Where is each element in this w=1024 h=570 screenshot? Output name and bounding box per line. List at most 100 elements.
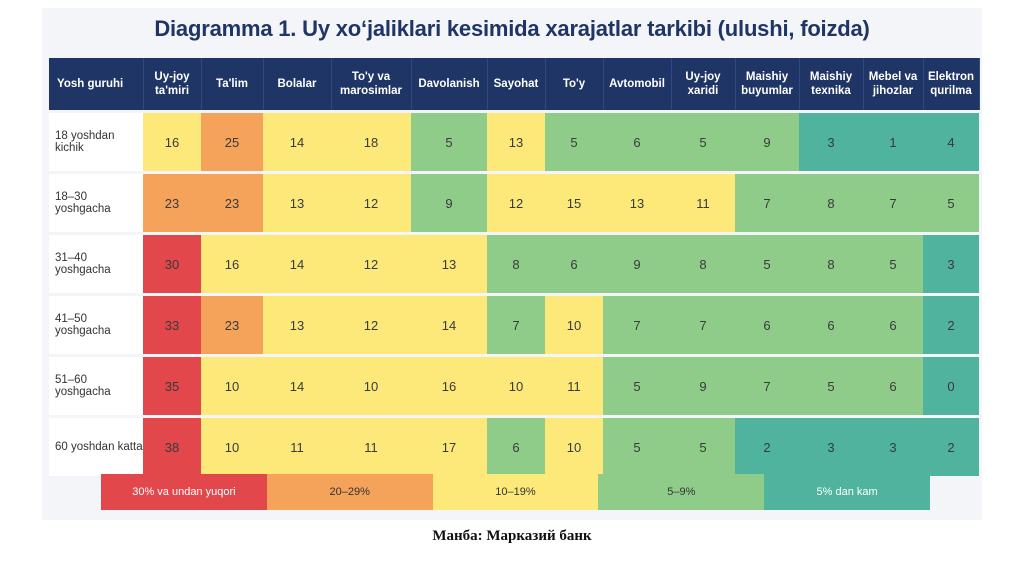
heatmap-cell: 12 bbox=[487, 171, 545, 234]
heatmap-cell: 1 bbox=[863, 110, 923, 173]
heatmap-cell: 17 bbox=[411, 415, 487, 476]
heatmap-cell: 7 bbox=[671, 293, 735, 356]
heatmap-cell: 5 bbox=[411, 110, 487, 173]
heatmap-cell: 25 bbox=[201, 110, 263, 173]
heatmap-cell: 13 bbox=[411, 232, 487, 295]
column-header: Bolalar bbox=[263, 58, 332, 112]
row-label: 60 yoshdan katta bbox=[49, 415, 143, 476]
column-header: Davolanish bbox=[411, 58, 488, 112]
column-header: Elektron qurilma bbox=[923, 58, 980, 112]
heatmap-cell: 16 bbox=[411, 354, 487, 417]
heatmap-cell: 12 bbox=[331, 171, 411, 234]
row-label: 18–30 yoshgacha bbox=[49, 171, 143, 234]
heatmap-cell: 9 bbox=[603, 232, 671, 295]
heatmap-cell: 11 bbox=[331, 415, 411, 476]
heatmap-cell: 2 bbox=[923, 415, 979, 476]
heatmap-cell: 3 bbox=[863, 415, 923, 476]
heatmap-cell: 6 bbox=[487, 415, 545, 476]
table-row: 31–40 yoshgacha 30 16 14 12 13 8 6 9 8 5 8 5 3 bbox=[49, 232, 979, 295]
column-header: Uy-joy ta'miri bbox=[143, 58, 202, 112]
heatmap-cell: 16 bbox=[201, 232, 263, 295]
heatmap-cell: 11 bbox=[263, 415, 331, 476]
heatmap-cell: 9 bbox=[735, 110, 799, 173]
source-note: Манба: Марказий банк bbox=[432, 528, 592, 544]
heatmap-cell: 10 bbox=[201, 415, 263, 476]
heatmap-cell: 23 bbox=[201, 293, 263, 356]
heatmap-cell: 10 bbox=[545, 415, 603, 476]
table-row: 41–50 yoshgacha 33 23 13 12 14 7 10 7 7 6 6 6 2 bbox=[49, 293, 979, 356]
heatmap-cell: 5 bbox=[671, 415, 735, 476]
heatmap-cell: 10 bbox=[331, 354, 411, 417]
legend-item: 5–9% bbox=[598, 474, 765, 510]
column-header-top: Davolanish bbox=[418, 78, 480, 90]
heatmap-cell: 14 bbox=[263, 110, 331, 173]
row-label: 31–40 yoshgacha bbox=[49, 232, 143, 295]
heatmap-cell: 3 bbox=[923, 232, 979, 295]
legend-item: 30% va undan yuqori bbox=[101, 474, 267, 510]
heatmap-cell: 10 bbox=[487, 354, 545, 417]
heatmap-cell: 6 bbox=[545, 232, 603, 295]
heatmap-cell: 8 bbox=[671, 232, 735, 295]
heatmap-cell: 7 bbox=[487, 293, 545, 356]
column-header: To'y va marosimlar bbox=[331, 58, 412, 112]
column-header: Ta'lim bbox=[201, 58, 264, 112]
heatmap-cell: 7 bbox=[863, 171, 923, 234]
column-header-bottom: qurilma bbox=[930, 85, 972, 97]
heatmap-cell: 7 bbox=[603, 293, 671, 356]
heatmap-cell: 12 bbox=[331, 293, 411, 356]
legend-item: 20–29% bbox=[266, 474, 433, 510]
heatmap-cell: 11 bbox=[671, 171, 735, 234]
heatmap-cell: 5 bbox=[863, 232, 923, 295]
column-header-top: Ta'lim bbox=[216, 78, 248, 90]
column-header-bottom: ta'miri bbox=[154, 85, 190, 97]
heatmap-cell: 14 bbox=[263, 354, 331, 417]
heatmap-body: 18 yoshdan kichik 16 25 14 18 5 13 5 6 5 9 3 1 4 18–30… bbox=[49, 110, 979, 476]
column-header-top: Maishiy bbox=[809, 71, 853, 83]
heatmap-cell: 13 bbox=[603, 171, 671, 234]
heatmap-cell: 5 bbox=[603, 415, 671, 476]
heatmap-cell: 9 bbox=[411, 171, 487, 234]
row-label: 41–50 yoshgacha bbox=[49, 293, 143, 356]
chart-title: Diagramma 1. Uy xoʻjaliklari kesimida xa… bbox=[154, 16, 870, 41]
heatmap-cell: 11 bbox=[545, 354, 603, 417]
heatmap-cell: 6 bbox=[799, 293, 863, 356]
column-header: Avtomobil bbox=[603, 58, 672, 112]
heatmap-cell: 4 bbox=[923, 110, 979, 173]
heatmap-cell: 5 bbox=[923, 171, 979, 234]
heatmap-cell: 6 bbox=[603, 110, 671, 173]
legend: 30% va undan yuqori 20–29% 10–19% 5–9% 5% da… bbox=[101, 474, 930, 510]
heatmap-cell: 14 bbox=[411, 293, 487, 356]
row-header: Yosh guruhi bbox=[49, 58, 144, 112]
row-label: 18 yoshdan kichik bbox=[49, 110, 143, 173]
heatmap-cell: 6 bbox=[863, 354, 923, 417]
heatmap-cell: 12 bbox=[331, 232, 411, 295]
heatmap-cell: 18 bbox=[331, 110, 411, 173]
column-header: Maishiy buyumlar bbox=[735, 58, 800, 112]
heatmap-cell: 15 bbox=[545, 171, 603, 234]
column-header-top: Uy-joy bbox=[685, 71, 721, 83]
column-header-top: To'y bbox=[562, 78, 586, 90]
header-row: Yosh guruhi Uy-joy ta'miri Ta'lim Bolalar To… bbox=[49, 58, 980, 112]
heatmap-cell: 23 bbox=[143, 171, 201, 234]
column-header-bottom: xaridi bbox=[687, 85, 719, 97]
heatmap-cell: 5 bbox=[735, 232, 799, 295]
heatmap-cell: 6 bbox=[735, 293, 799, 356]
column-header-bottom: texnika bbox=[811, 85, 851, 97]
column-header-bottom: marosimlar bbox=[339, 85, 402, 97]
heatmap-table: Yosh guruhi Uy-joy ta'miri Ta'lim Bolalar To… bbox=[49, 58, 980, 476]
heatmap-cell: 16 bbox=[143, 110, 201, 173]
heatmap-cell: 7 bbox=[735, 354, 799, 417]
column-header: Uy-joy xaridi bbox=[671, 58, 736, 112]
column-header: Mebel va jihozlar bbox=[863, 58, 924, 112]
table-row: 18–30 yoshgacha 23 23 13 12 9 12 15 13 11 7 8 7 5 bbox=[49, 171, 979, 234]
heatmap-cell: 5 bbox=[603, 354, 671, 417]
heatmap-cell: 5 bbox=[799, 354, 863, 417]
heatmap-cell: 13 bbox=[263, 293, 331, 356]
heatmap-cell: 13 bbox=[263, 171, 331, 234]
column-header-top: Maishiy bbox=[745, 71, 789, 83]
heatmap-cell: 8 bbox=[799, 232, 863, 295]
heatmap-cell: 5 bbox=[671, 110, 735, 173]
heatmap-cell: 8 bbox=[487, 232, 545, 295]
legend-item: 5% dan kam bbox=[764, 474, 930, 510]
table-row: 18 yoshdan kichik 16 25 14 18 5 13 5 6 5 9 3 1 4 bbox=[49, 110, 979, 173]
